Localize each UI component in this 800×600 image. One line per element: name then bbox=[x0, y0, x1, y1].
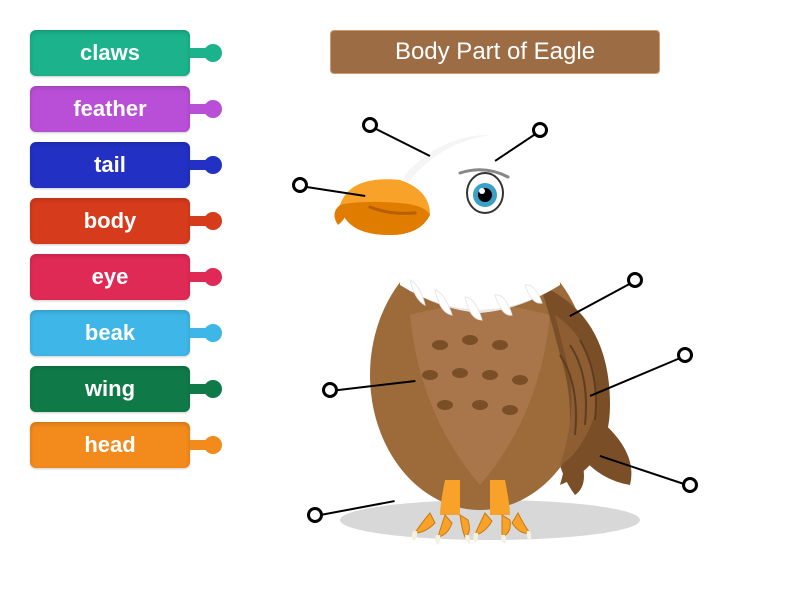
label-tag-body[interactable]: body bbox=[30, 198, 190, 244]
drop-marker[interactable] bbox=[682, 477, 698, 493]
diagram-area bbox=[240, 25, 780, 565]
drop-marker[interactable] bbox=[362, 117, 378, 133]
drop-marker[interactable] bbox=[532, 122, 548, 138]
label-dot bbox=[204, 212, 222, 230]
label-text: claws bbox=[80, 40, 140, 66]
label-panel: claws feather tail body eye beak wing he… bbox=[30, 30, 190, 468]
label-text: feather bbox=[73, 96, 146, 122]
label-text: head bbox=[84, 432, 135, 458]
label-text: beak bbox=[85, 320, 135, 346]
label-text: tail bbox=[94, 152, 126, 178]
label-tag-tail[interactable]: tail bbox=[30, 142, 190, 188]
label-dot bbox=[204, 44, 222, 62]
label-text: eye bbox=[92, 264, 129, 290]
label-text: wing bbox=[85, 376, 135, 402]
label-tag-head[interactable]: head bbox=[30, 422, 190, 468]
drop-marker[interactable] bbox=[307, 507, 323, 523]
label-dot bbox=[204, 100, 222, 118]
label-tag-wing[interactable]: wing bbox=[30, 366, 190, 412]
label-dot bbox=[204, 324, 222, 342]
label-tag-claws[interactable]: claws bbox=[30, 30, 190, 76]
drop-marker[interactable] bbox=[322, 382, 338, 398]
drop-marker[interactable] bbox=[292, 177, 308, 193]
label-dot bbox=[204, 156, 222, 174]
label-dot bbox=[204, 268, 222, 286]
eagle-illustration bbox=[280, 85, 700, 545]
label-tag-eye[interactable]: eye bbox=[30, 254, 190, 300]
drop-marker[interactable] bbox=[677, 347, 693, 363]
drop-marker[interactable] bbox=[627, 272, 643, 288]
label-dot bbox=[204, 380, 222, 398]
label-tag-feather[interactable]: feather bbox=[30, 86, 190, 132]
label-text: body bbox=[84, 208, 137, 234]
label-dot bbox=[204, 436, 222, 454]
label-tag-beak[interactable]: beak bbox=[30, 310, 190, 356]
